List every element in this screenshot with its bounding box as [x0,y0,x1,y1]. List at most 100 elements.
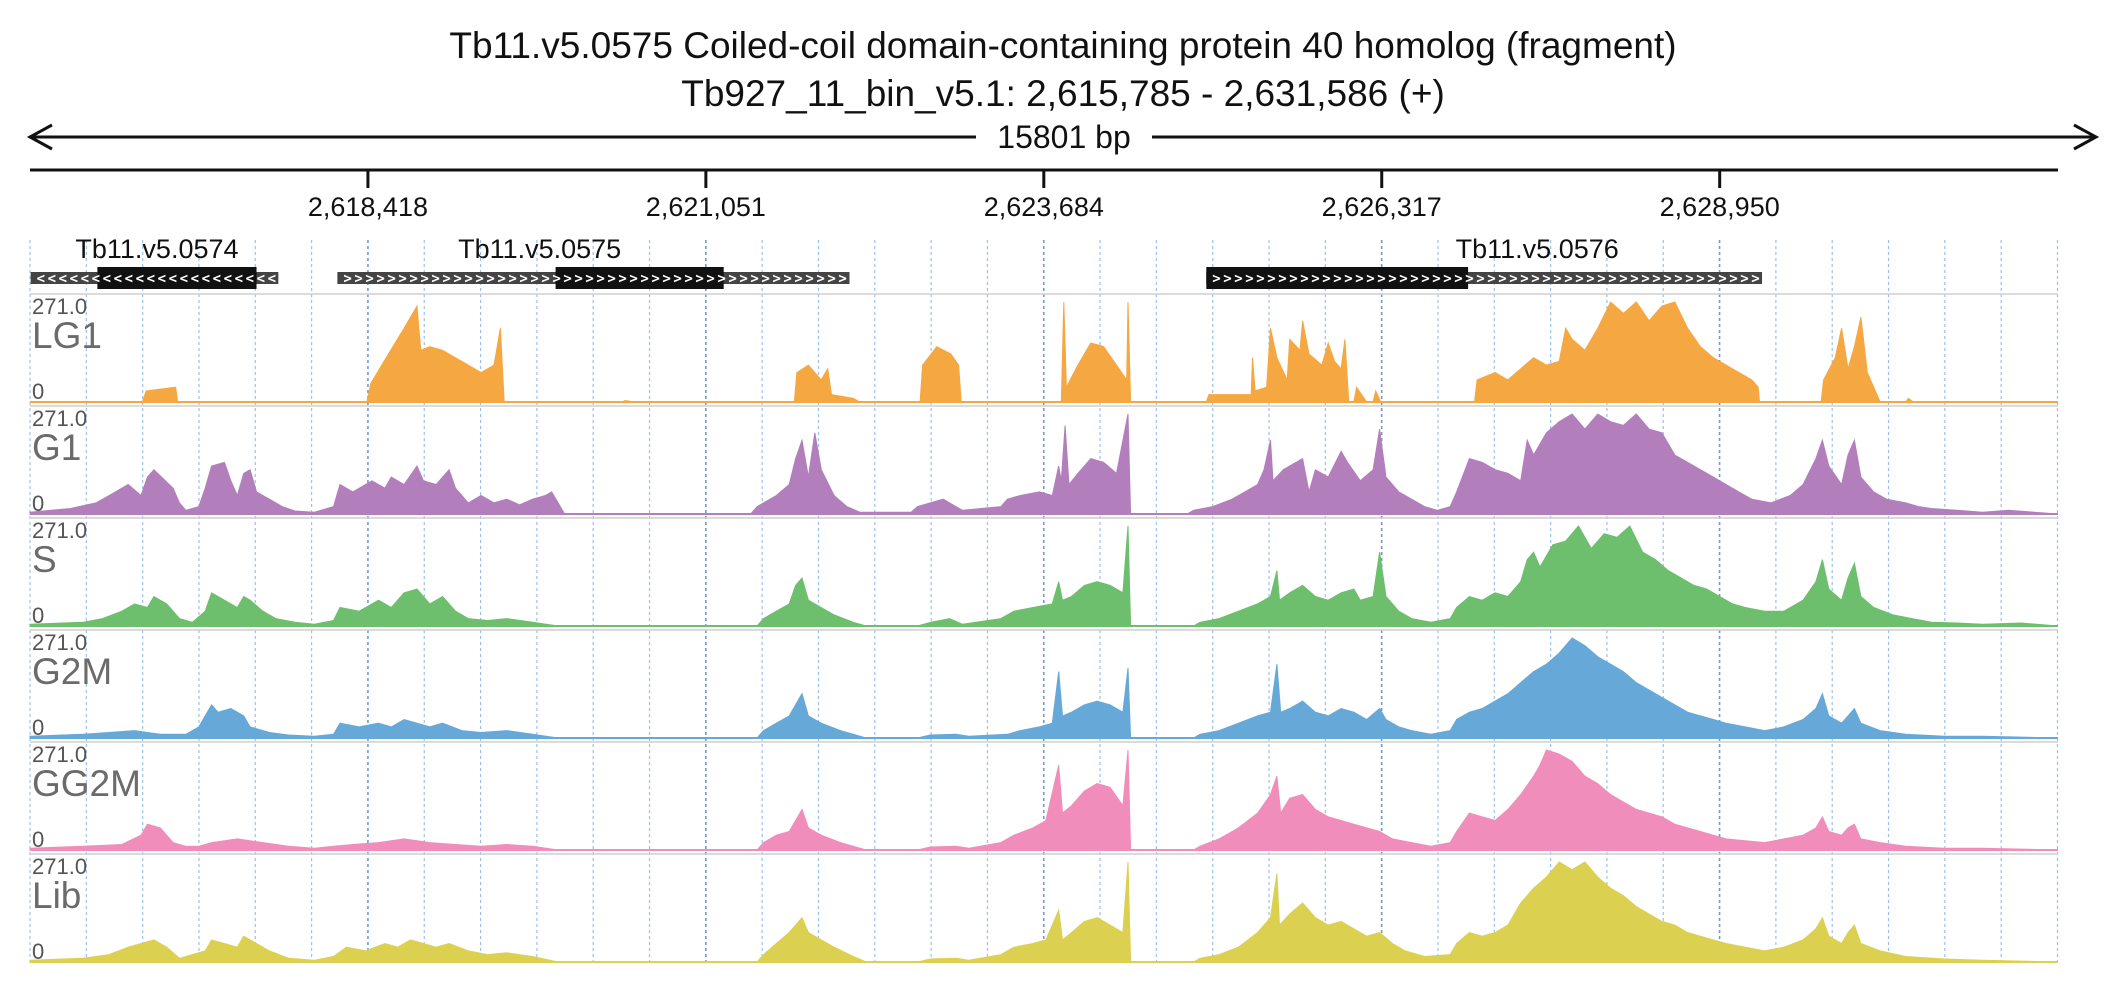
grid-lines [29,240,2059,966]
strand-chevron-icon: > [1597,271,1605,287]
track-scale-max: 271.0 [32,518,87,543]
track-s: 271.0 0 S [29,517,2059,628]
strand-chevron-icon: > [1245,271,1253,287]
gene-cds-block [97,267,257,289]
strand-chevron-icon: > [442,271,450,287]
strand-chevron-icon: < [147,271,155,287]
track-g2m: 271.0 0 G2M [29,629,2059,740]
strand-chevron-icon: > [453,271,461,287]
strand-chevron-icon: > [1586,271,1594,287]
coverage-area [29,749,2059,851]
strand-chevron-icon: < [136,271,144,287]
strand-chevron-icon: > [816,271,824,287]
strand-chevron-icon: > [420,271,428,287]
strand-chevron-icon: < [213,271,221,287]
strand-chevron-icon: > [475,271,483,287]
strand-chevron-icon: > [838,271,846,287]
strand-chevron-icon: > [1685,271,1693,287]
strand-chevron-icon: < [180,271,188,287]
track-scale-min: 0 [32,379,44,404]
strand-chevron-icon: > [563,271,571,287]
strand-chevron-icon: > [607,271,615,287]
strand-chevron-icon: > [739,271,747,287]
strand-chevron-icon: > [1696,271,1704,287]
strand-chevron-icon: > [673,271,681,287]
strand-chevron-icon: < [70,271,78,287]
track-scale-min: 0 [32,827,44,852]
track-scale-min: 0 [32,715,44,740]
chart-title: Tb11.v5.0575 Coiled-coil domain-containi… [449,25,1676,66]
strand-chevron-icon: > [629,271,637,287]
strand-chevron-icon: < [268,271,276,287]
strand-chevron-icon: > [1278,271,1286,287]
span-arrow-left-icon [26,123,53,151]
strand-chevron-icon: > [1432,271,1440,287]
strand-chevron-icon: < [224,271,232,287]
strand-chevron-icon: > [1366,271,1374,287]
strand-chevron-icon: > [1300,271,1308,287]
strand-chevron-icon: > [794,271,802,287]
strand-chevron-icon: > [1344,271,1352,287]
strand-chevron-icon: > [398,271,406,287]
strand-chevron-icon: > [508,271,516,287]
strand-chevron-icon: > [409,271,417,287]
track-gg2m: 271.0 0 GG2M [29,741,2059,852]
strand-chevron-icon: > [1608,271,1616,287]
strand-chevron-icon: < [48,271,56,287]
strand-chevron-icon: > [728,271,736,287]
strand-chevron-icon: > [519,271,527,287]
strand-chevron-icon: > [761,271,769,287]
strand-chevron-icon: < [92,271,100,287]
track-scale-min: 0 [32,491,44,516]
strand-chevron-icon: > [552,271,560,287]
span-label: 15801 bp [997,119,1130,155]
strand-chevron-icon: > [585,271,593,287]
track-name: LG1 [32,315,102,356]
strand-chevron-icon: > [640,271,648,287]
strand-chevron-icon: > [1267,271,1275,287]
strand-chevron-icon: > [1454,271,1462,287]
axis-tick-label: 2,626,317 [1322,192,1442,222]
region-subtitle: Tb927_11_bin_v5.1: 2,615,785 - 2,631,586… [681,73,1445,114]
strand-chevron-icon: > [1520,271,1528,287]
strand-chevron-icon: > [618,271,626,287]
axis-tick-label: 2,623,684 [984,192,1104,222]
strand-chevron-icon: > [1553,271,1561,287]
strand-chevron-icon: > [1509,271,1517,287]
strand-chevron-icon: > [1212,271,1220,287]
track-name: G1 [32,427,81,468]
strand-chevron-icon: > [717,271,725,287]
strand-chevron-icon: > [1377,271,1385,287]
strand-chevron-icon: > [1619,271,1627,287]
gene-cds-block [555,267,724,289]
strand-chevron-icon: > [1575,271,1583,287]
gene-label: Tb11.v5.0574 [75,234,238,264]
strand-chevron-icon: > [376,271,384,287]
strand-chevron-icon: > [1421,271,1429,287]
track-scale-min: 0 [32,603,44,628]
strand-chevron-icon: > [365,271,373,287]
track-name: GG2M [32,763,141,804]
coverage-area [29,525,2059,627]
strand-chevron-icon: > [354,271,362,287]
strand-chevron-icon: > [1223,271,1231,287]
strand-chevron-icon: < [191,271,199,287]
strand-chevron-icon: < [103,271,111,287]
strand-chevron-icon: > [1234,271,1242,287]
strand-chevron-icon: > [574,271,582,287]
strand-chevron-icon: > [1718,271,1726,287]
track-scale-max: 271.0 [32,742,87,767]
strand-chevron-icon: > [1751,271,1759,287]
strand-chevron-icon: > [1630,271,1638,287]
strand-chevron-icon: > [1531,271,1539,287]
strand-chevron-icon: > [497,271,505,287]
strand-chevron-icon: > [1388,271,1396,287]
axis-tick-label: 2,628,950 [1660,192,1780,222]
strand-chevron-icon: > [1674,271,1682,287]
strand-chevron-icon: > [1333,271,1341,287]
strand-chevron-icon: > [651,271,659,287]
strand-chevron-icon: > [343,271,351,287]
strand-chevron-icon: > [464,271,472,287]
track-g1: 271.0 0 G1 [29,405,2059,516]
